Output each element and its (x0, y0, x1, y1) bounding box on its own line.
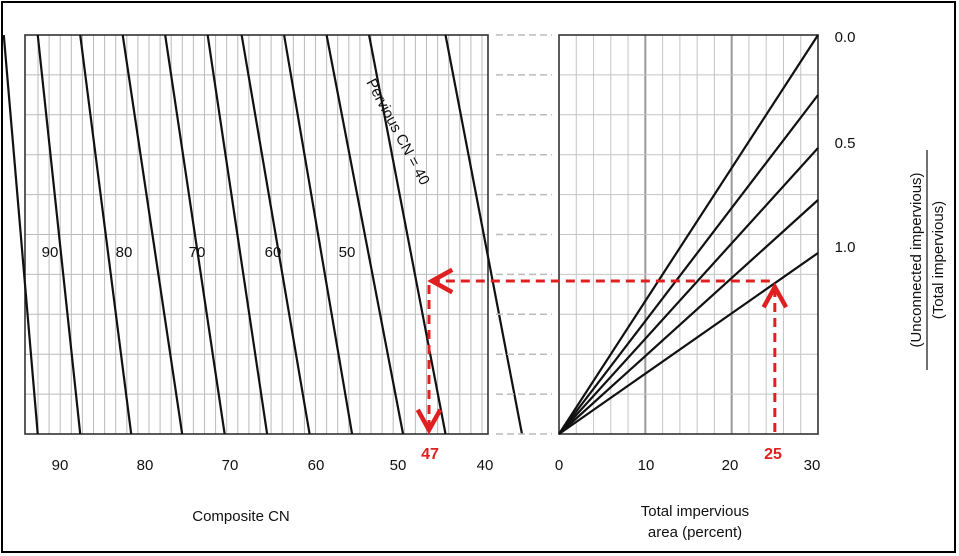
impervious-tick-20: 20 (722, 457, 739, 474)
impervious-value-label: 25 (764, 446, 782, 463)
pervious-cn-50-line (367, 34, 447, 435)
pervious-cn-85-line (79, 34, 133, 435)
impervious-ratio-lines (558, 34, 819, 435)
right-panel-border (558, 34, 819, 435)
ratio-ticks: 0.0 0.5 1.0 (835, 29, 856, 256)
pervious-cn-95-line (2, 34, 39, 435)
pervious-cn-90-line (36, 34, 82, 435)
left-gridlines (25, 35, 488, 434)
pervious-cn-80-line (121, 34, 184, 435)
pervious-cn-40-line (444, 34, 524, 435)
composite-cn-tick-50: 50 (390, 457, 407, 474)
pervious-cn-lines (2, 34, 524, 435)
composite-cn-panel: 90 80 70 60 50 40 90 80 70 60 50 Pervious CN = 40… (2, 34, 524, 525)
ratio-axis-title: (Unconnected impervious) (Total impervio… (908, 150, 947, 370)
pervious-cn-60-label: 60 (265, 244, 282, 261)
composite-cn-tick-60: 60 (308, 457, 325, 474)
composite-cn-tick-80: 80 (137, 457, 154, 474)
left-panel-border (24, 34, 489, 435)
ratio-tick-0.5: 0.5 (835, 135, 856, 152)
impervious-axis-title-line1: Total impervious (641, 503, 749, 520)
composite-cn-tick-40: 40 (477, 457, 494, 474)
ratio-0.25-line (558, 94, 819, 435)
impervious-tick-30: 30 (804, 457, 821, 474)
composite-cn-ticks: 90 80 70 60 50 40 (52, 457, 494, 474)
composite-cn-tick-90: 90 (52, 457, 69, 474)
worked-example-annotation: 25 47 (421, 281, 782, 463)
ratio-0.5-line (558, 147, 819, 435)
pervious-cn-50-label: 50 (339, 244, 356, 261)
ratio-0.75-line (558, 199, 819, 435)
pervious-cn-90-label: 90 (42, 244, 59, 261)
pervious-cn-labels: 90 80 70 60 50 (42, 244, 356, 261)
impervious-axis-title-line2: area (percent) (648, 524, 742, 541)
impervious-tick-0: 0 (555, 457, 563, 474)
composite-cn-tick-70: 70 (222, 457, 239, 474)
ratio-0-line (558, 34, 819, 435)
ratio-tick-1.0: 1.0 (835, 239, 856, 256)
pervious-cn-65-line (240, 34, 311, 435)
ratio-axis-numerator: (Unconnected impervious) (908, 172, 925, 347)
impervious-percent-ticks: 0 10 20 30 (555, 457, 821, 474)
pervious-cn-55-line (325, 34, 405, 435)
pervious-cn-80-label: 80 (116, 244, 133, 261)
impervious-tick-10: 10 (638, 457, 655, 474)
panel-connector-dashes (496, 34, 552, 435)
pervious-cn-70-label: 70 (189, 244, 206, 261)
composite-cn-axis-title: Composite CN (192, 508, 290, 525)
impervious-ratio-panel: 0 10 20 30 0.0 0.5 1.0 Total impervious area … (555, 29, 947, 541)
pervious-cn-60-line (283, 34, 354, 435)
ratio-axis-denominator: (Total impervious) (930, 201, 947, 319)
pervious-cn-70-line (206, 34, 269, 435)
pervious-cn-75-line (164, 34, 226, 435)
pervious-cn-40-label: Pervious CN = 40 (362, 76, 432, 188)
composite-cn-result-label: 47 (421, 446, 439, 463)
ratio-tick-0.0: 0.0 (835, 29, 856, 46)
